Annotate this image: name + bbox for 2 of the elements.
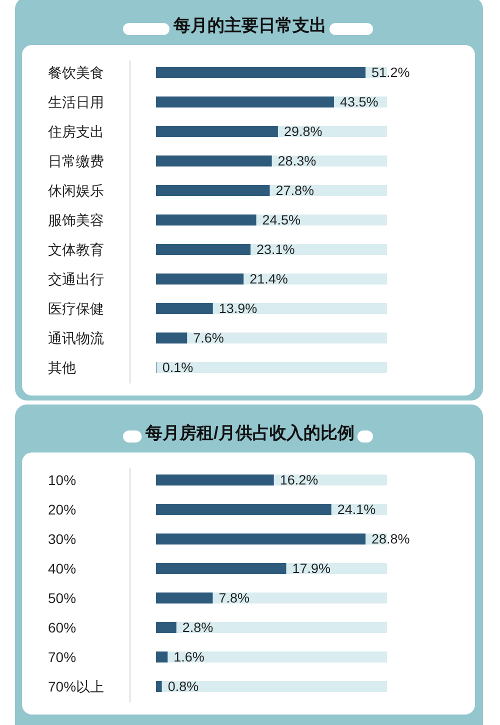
- title: 每月房租/月供占收入的比例: [146, 424, 354, 442]
- title: 每月的主要日常支出: [174, 16, 326, 35]
